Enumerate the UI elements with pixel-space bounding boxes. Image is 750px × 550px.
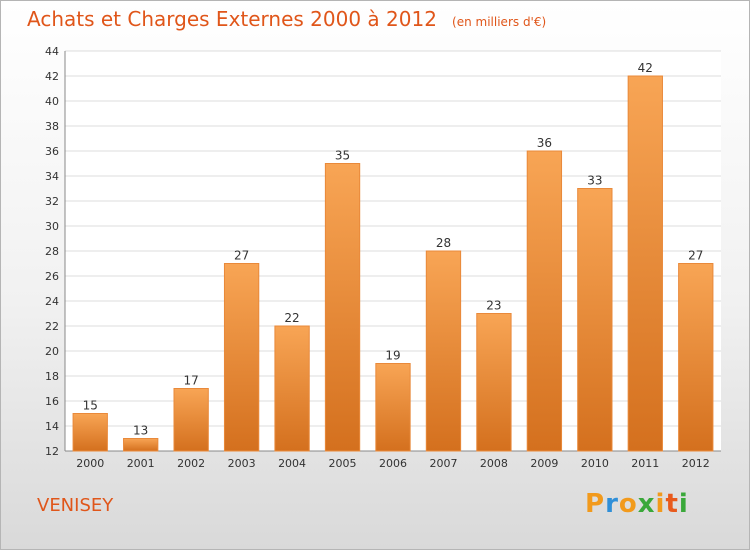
commune-name: VENISEY bbox=[37, 495, 114, 516]
x-tick-label: 2009 bbox=[530, 457, 558, 470]
bar bbox=[375, 363, 411, 452]
data-label: 27 bbox=[688, 249, 703, 263]
y-tick-label: 18 bbox=[45, 370, 59, 383]
x-tick-label: 2004 bbox=[278, 457, 306, 470]
bar bbox=[274, 325, 310, 452]
x-tick-label: 2006 bbox=[379, 457, 407, 470]
y-tick-label: 14 bbox=[45, 420, 59, 433]
x-tick-label: 2001 bbox=[127, 457, 155, 470]
chart-title: Achats et Charges Externes 2000 à 2012 bbox=[27, 7, 437, 31]
y-tick-label: 12 bbox=[45, 445, 59, 458]
data-label: 19 bbox=[385, 349, 400, 363]
bar bbox=[678, 263, 714, 452]
logo-letter: r bbox=[605, 489, 619, 519]
y-tick-label: 20 bbox=[45, 345, 59, 358]
bar bbox=[526, 150, 563, 452]
bar bbox=[425, 250, 462, 452]
y-tick-label: 28 bbox=[45, 245, 59, 258]
y-tick-label: 36 bbox=[45, 145, 59, 158]
y-tick-label: 42 bbox=[45, 70, 59, 83]
logo-letter: i bbox=[655, 489, 666, 519]
data-label: 23 bbox=[486, 299, 501, 313]
bar bbox=[577, 188, 613, 452]
x-tick-label: 2011 bbox=[631, 457, 659, 470]
y-tick-label: 44 bbox=[45, 45, 59, 58]
logo-letter: P bbox=[585, 489, 606, 519]
logo-letter: t bbox=[665, 489, 679, 519]
x-tick-label: 2003 bbox=[228, 457, 256, 470]
y-tick-label: 32 bbox=[45, 195, 59, 208]
data-label: 36 bbox=[537, 136, 552, 150]
data-label: 22 bbox=[284, 311, 299, 325]
x-tick-label: 2005 bbox=[329, 457, 357, 470]
x-tick-label: 2002 bbox=[177, 457, 205, 470]
y-tick-label: 34 bbox=[45, 170, 59, 183]
x-tick-label: 2010 bbox=[581, 457, 609, 470]
bar bbox=[123, 438, 159, 452]
data-label: 28 bbox=[436, 236, 451, 250]
data-label: 15 bbox=[83, 399, 98, 413]
data-label: 17 bbox=[184, 374, 199, 388]
y-tick-label: 26 bbox=[45, 270, 59, 283]
proxiti-logo: Proxiti bbox=[585, 489, 689, 519]
chart-subtitle: (en milliers d'€) bbox=[452, 15, 547, 29]
x-tick-label: 2007 bbox=[429, 457, 457, 470]
data-label: 13 bbox=[133, 424, 148, 438]
bar bbox=[324, 163, 361, 452]
y-tick-label: 40 bbox=[45, 95, 59, 108]
x-tick-label: 2012 bbox=[682, 457, 710, 470]
x-tick-label: 2000 bbox=[76, 457, 104, 470]
x-tick-label: 2008 bbox=[480, 457, 508, 470]
title-line: Achats et Charges Externes 2000 à 2012 (… bbox=[27, 7, 546, 31]
logo-letter: i bbox=[678, 489, 689, 519]
bar bbox=[476, 313, 512, 452]
y-tick-label: 30 bbox=[45, 220, 59, 233]
bar bbox=[72, 413, 108, 452]
bar bbox=[223, 263, 260, 452]
data-label: 27 bbox=[234, 249, 249, 263]
y-tick-label: 22 bbox=[45, 320, 59, 333]
logo-letter: o bbox=[618, 489, 638, 519]
y-tick-label: 16 bbox=[45, 395, 59, 408]
y-tick-label: 38 bbox=[45, 120, 59, 133]
bar bbox=[173, 388, 209, 452]
data-label: 33 bbox=[587, 174, 602, 188]
y-tick-label: 24 bbox=[45, 295, 59, 308]
data-label: 35 bbox=[335, 149, 350, 163]
bar bbox=[627, 75, 663, 452]
logo-letter: x bbox=[637, 489, 656, 519]
data-label: 42 bbox=[638, 61, 653, 75]
